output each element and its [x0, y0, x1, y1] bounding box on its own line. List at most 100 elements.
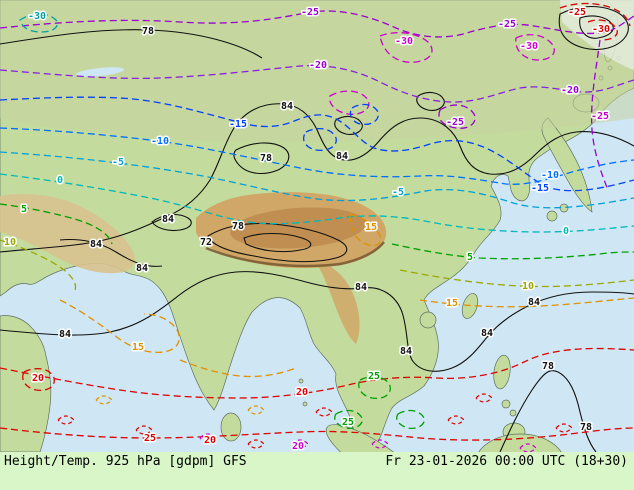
- contour-label: -25: [446, 117, 464, 128]
- temp-contour: [302, 127, 337, 152]
- height-contour-78: [0, 29, 263, 59]
- contour-label: 84: [90, 239, 102, 250]
- contour-label: 0: [563, 226, 569, 237]
- height-contour-tibet-west: [151, 213, 192, 232]
- yunnan-ridge: [318, 262, 360, 344]
- height-contour-ne-swirl-outer: [558, 5, 629, 51]
- temp-contour: [590, 39, 609, 191]
- temp-contour: [0, 151, 634, 209]
- temp-squiggle: [95, 395, 113, 405]
- contour-label: -30: [520, 41, 538, 52]
- contour-label: 20: [296, 387, 308, 398]
- island-luzon: [493, 354, 511, 390]
- contour-label: -20: [561, 85, 579, 96]
- contour-label: 84: [400, 346, 412, 357]
- temp-contour: [334, 409, 363, 430]
- weather-map-canvas: 78 84 84 78 72 78 84 84 84 84 84 84 84 84 78 78 -25 -25 -2…: [0, 0, 634, 452]
- contour-label: 25: [342, 417, 354, 428]
- temp-contour: [391, 243, 634, 260]
- contour-label: -30: [28, 11, 46, 22]
- contour-label: 72: [200, 237, 212, 248]
- footer-bar: Height/Temp. 925 hPa [gdpm] GFS Fr 23-01…: [0, 452, 634, 490]
- contour-label: 78: [260, 153, 272, 164]
- temp-contour: [349, 103, 379, 126]
- temp-contours-plus5: [0, 203, 634, 260]
- map-area: 78 84 84 78 72 78 84 84 84 84 84 84 84 84 78 78 -25 -25 -2…: [0, 0, 634, 452]
- temp-contours-minus15: [0, 96, 634, 192]
- temp-contour: [0, 239, 77, 293]
- temp-contour: [0, 347, 634, 399]
- temp-contours-zero: [0, 173, 634, 233]
- temp-contours-minus10: [0, 127, 634, 185]
- island-hainan: [419, 311, 437, 329]
- temp-contour: [0, 173, 634, 233]
- temp-contours-minus25: [0, 10, 634, 191]
- temp-squiggle: [135, 425, 153, 435]
- temp-contours-plus15: [59, 213, 634, 378]
- height-contour-78-southeast: [499, 370, 597, 452]
- tibet-core: [230, 207, 366, 249]
- contour-label: -25: [568, 7, 586, 18]
- temp-contours-minus30-teal: [19, 13, 58, 33]
- temp-contour: [0, 127, 634, 185]
- temp-contour: [0, 10, 634, 38]
- temp-contour: [0, 427, 634, 441]
- contour-label: 84: [59, 329, 71, 340]
- island-kyushu: [546, 210, 558, 222]
- contour-label: -25: [301, 7, 319, 18]
- contour-label: -30: [592, 24, 610, 35]
- temp-squiggle: [315, 407, 333, 417]
- temp-contour: [396, 409, 425, 430]
- contour-label: 0: [57, 175, 63, 186]
- contour-label: 5: [21, 204, 27, 215]
- temp-contour: [0, 64, 634, 103]
- contour-label: 25: [368, 371, 380, 382]
- contour-label: -15: [229, 119, 247, 130]
- snowfield-northeast: [560, 0, 634, 70]
- contour-label: -20: [309, 60, 327, 71]
- contour-label: 10: [522, 281, 534, 292]
- temp-noise-orange: [95, 395, 265, 415]
- contour-label: 84: [281, 101, 293, 112]
- temp-squiggle: [291, 439, 309, 449]
- island-sumatra: [325, 424, 423, 452]
- temp-contours-plus20: [0, 347, 634, 399]
- iran-highlands: [0, 194, 135, 274]
- temp-contour: [587, 19, 618, 41]
- temp-squiggle: [199, 433, 217, 443]
- island-visayas: [509, 409, 517, 417]
- temp-squiggle: [247, 405, 265, 415]
- island-visayas: [501, 399, 511, 409]
- contour-label: 78: [542, 361, 554, 372]
- temp-contour: [0, 203, 113, 245]
- height-contour-afghan: [59, 238, 163, 267]
- contour-label: 84: [336, 151, 348, 162]
- temp-contours-plus10: [0, 239, 634, 293]
- height-contour-mongolia-loop: [416, 91, 445, 111]
- temp-squiggle: [447, 415, 465, 425]
- contour-label: 15: [446, 298, 458, 309]
- temp-contours-plus25-green: [334, 375, 425, 430]
- contour-label: 25: [144, 433, 156, 444]
- contour-label: 78: [580, 422, 592, 433]
- temp-contour: [179, 359, 297, 378]
- island-andaman: [298, 378, 304, 384]
- temp-squiggle: [247, 439, 265, 449]
- contour-label: -30: [395, 36, 413, 47]
- himalaya-ridge: [205, 241, 385, 268]
- contour-label: 20: [292, 441, 304, 452]
- island-japan-honshu: [541, 117, 593, 213]
- height-contour-78-loop: [233, 142, 290, 175]
- temp-squiggle: [555, 423, 573, 433]
- contour-label: -10: [151, 136, 169, 147]
- lake-balkhash: [76, 67, 124, 77]
- temp-contours-minus30-red: [559, 2, 631, 41]
- temp-contour: [0, 96, 634, 192]
- temp-contours-plus25: [0, 427, 634, 441]
- contour-label: 84: [481, 328, 493, 339]
- temp-squiggle: [57, 415, 75, 425]
- footer-parameter-label: Height/Temp. 925 hPa [gdpm] GFS: [4, 454, 247, 469]
- temp-noise-magenta: [199, 433, 537, 452]
- temp-contour: [358, 375, 391, 400]
